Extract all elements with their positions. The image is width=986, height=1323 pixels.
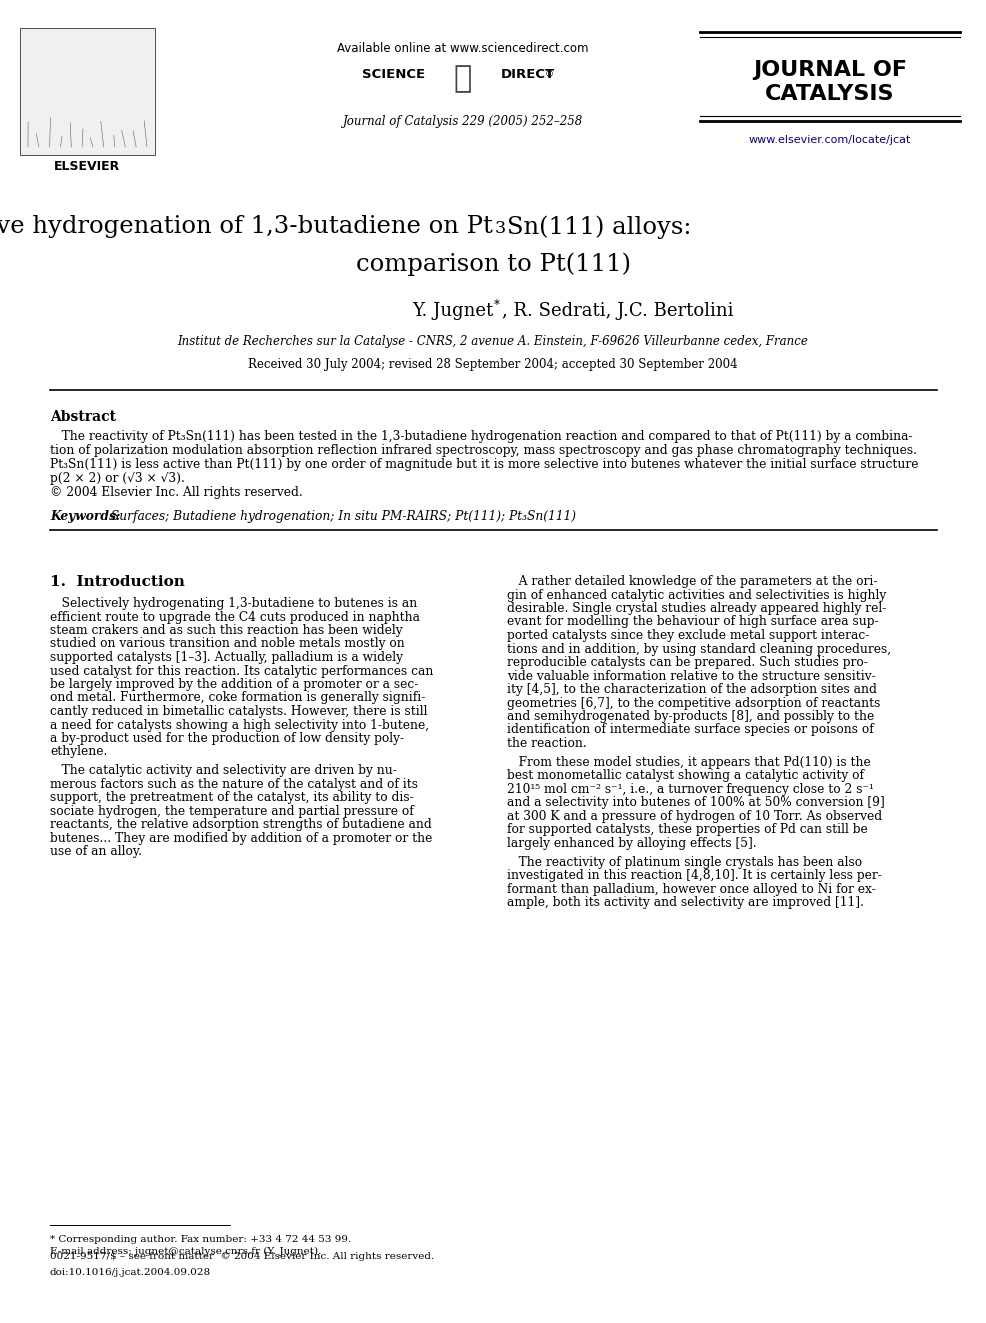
Text: support, the pretreatment of the catalyst, its ability to dis-: support, the pretreatment of the catalys… (50, 791, 413, 804)
Text: Y. Jugnet: Y. Jugnet (411, 302, 492, 320)
Text: and semihydrogenated by-products [8], and possibly to the: and semihydrogenated by-products [8], an… (507, 710, 874, 722)
Text: geometries [6,7], to the competitive adsorption of reactants: geometries [6,7], to the competitive ads… (507, 696, 880, 709)
Text: butenes... They are modified by addition of a promoter or the: butenes... They are modified by addition… (50, 832, 432, 845)
Text: 1.  Introduction: 1. Introduction (50, 576, 184, 589)
Text: sociate hydrogen, the temperature and partial pressure of: sociate hydrogen, the temperature and pa… (50, 804, 413, 818)
Text: ample, both its activity and selectivity are improved [11].: ample, both its activity and selectivity… (507, 896, 863, 909)
Text: doi:10.1016/j.jcat.2004.09.028: doi:10.1016/j.jcat.2004.09.028 (50, 1267, 211, 1277)
Text: Available online at www.sciencedirect.com: Available online at www.sciencedirect.co… (337, 42, 589, 56)
Text: supported catalysts [1–3]. Actually, palladium is a widely: supported catalysts [1–3]. Actually, pal… (50, 651, 402, 664)
Text: identification of intermediate surface species or poisons of: identification of intermediate surface s… (507, 724, 873, 737)
Text: steam crakers and as such this reaction has been widely: steam crakers and as such this reaction … (50, 624, 402, 636)
Text: merous factors such as the nature of the catalyst and of its: merous factors such as the nature of the… (50, 778, 418, 791)
Text: largely enhanced by alloying effects [5].: largely enhanced by alloying effects [5]… (507, 837, 756, 849)
Text: 0021-9517/$ – see front matter  © 2004 Elsevier Inc. All rights reserved.: 0021-9517/$ – see front matter © 2004 El… (50, 1252, 434, 1261)
Text: Selectively hydrogenating 1,3-butadiene to butenes is an: Selectively hydrogenating 1,3-butadiene … (50, 597, 417, 610)
Text: DIRECT: DIRECT (501, 67, 554, 81)
Text: * Corresponding author. Fax number: +33 4 72 44 53 99.: * Corresponding author. Fax number: +33 … (50, 1234, 351, 1244)
Text: Selective hydrogenation of 1,3-butadiene on Pt: Selective hydrogenation of 1,3-butadiene… (0, 216, 492, 238)
Text: Keywords:: Keywords: (50, 509, 120, 523)
Text: used catalyst for this reaction. Its catalytic performances can: used catalyst for this reaction. Its cat… (50, 664, 433, 677)
Text: Sn(111) alloys:: Sn(111) alloys: (507, 216, 691, 238)
Text: and a selectivity into butenes of 100% at 50% conversion [9]: and a selectivity into butenes of 100% a… (507, 796, 883, 810)
Text: Institut de Recherches sur la Catalyse - CNRS, 2 avenue A. Einstein, F-69626 Vil: Institut de Recherches sur la Catalyse -… (177, 335, 808, 348)
Text: best monometallic catalyst showing a catalytic activity of: best monometallic catalyst showing a cat… (507, 770, 863, 782)
Text: ®: ® (544, 70, 553, 79)
Text: tions and in addition, by using standard cleaning procedures,: tions and in addition, by using standard… (507, 643, 890, 655)
Text: JOURNAL OF
CATALYSIS: JOURNAL OF CATALYSIS (752, 60, 906, 105)
Text: use of an alloy.: use of an alloy. (50, 845, 142, 859)
Text: 3: 3 (495, 220, 506, 237)
Text: , R. Sedrati, J.C. Bertolini: , R. Sedrati, J.C. Bertolini (502, 302, 733, 320)
Text: Received 30 July 2004; revised 28 September 2004; accepted 30 September 2004: Received 30 July 2004; revised 28 Septem… (247, 359, 738, 370)
Text: The reactivity of Pt₃Sn(111) has been tested in the 1,3-butadiene hydrogenation : The reactivity of Pt₃Sn(111) has been te… (50, 430, 912, 443)
Text: evant for modelling the behaviour of high surface area sup-: evant for modelling the behaviour of hig… (507, 615, 878, 628)
Text: 210¹⁵ mol cm⁻² s⁻¹, i.e., a turnover frequency close to 2 s⁻¹: 210¹⁵ mol cm⁻² s⁻¹, i.e., a turnover fre… (507, 783, 873, 796)
Text: desirable. Single crystal studies already appeared highly rel-: desirable. Single crystal studies alread… (507, 602, 885, 615)
Text: a by-product used for the production of low density poly-: a by-product used for the production of … (50, 732, 403, 745)
Text: reproducible catalysts can be prepared. Such studies pro-: reproducible catalysts can be prepared. … (507, 656, 867, 669)
Text: the reaction.: the reaction. (507, 737, 586, 750)
Text: ported catalysts since they exclude metal support interac-: ported catalysts since they exclude meta… (507, 628, 869, 642)
Text: gin of enhanced catalytic activities and selectivities is highly: gin of enhanced catalytic activities and… (507, 589, 885, 602)
Text: SCIENCE: SCIENCE (362, 67, 425, 81)
Text: Surfaces; Butadiene hydrogenation; In situ PM-RAIRS; Pt(111); Pt₃Sn(111): Surfaces; Butadiene hydrogenation; In si… (106, 509, 576, 523)
Text: The catalytic activity and selectivity are driven by nu-: The catalytic activity and selectivity a… (50, 765, 396, 778)
Text: Journal of Catalysis 229 (2005) 252–258: Journal of Catalysis 229 (2005) 252–258 (342, 115, 583, 128)
Text: © 2004 Elsevier Inc. All rights reserved.: © 2004 Elsevier Inc. All rights reserved… (50, 486, 303, 499)
Text: ond metal. Furthermore, coke formation is generally signifi-: ond metal. Furthermore, coke formation i… (50, 692, 425, 705)
Text: comparison to Pt(111): comparison to Pt(111) (355, 251, 630, 275)
Text: for supported catalysts, these properties of Pd can still be: for supported catalysts, these propertie… (507, 823, 867, 836)
Text: reactants, the relative adsorption strengths of butadiene and: reactants, the relative adsorption stren… (50, 819, 431, 831)
Text: p(2 × 2) or (√3 × √3).: p(2 × 2) or (√3 × √3). (50, 472, 184, 486)
Bar (20, 28, 155, 155)
Text: formant than palladium, however once alloyed to Ni for ex-: formant than palladium, however once all… (507, 882, 875, 896)
Text: cantly reduced in bimetallic catalysts. However, there is still: cantly reduced in bimetallic catalysts. … (50, 705, 427, 718)
Text: ity [4,5], to the characterization of the adsorption sites and: ity [4,5], to the characterization of th… (507, 683, 876, 696)
Text: www.elsevier.com/locate/jcat: www.elsevier.com/locate/jcat (748, 135, 910, 146)
Text: Abstract: Abstract (50, 410, 116, 423)
Text: tion of polarization modulation absorption reflection infrared spectroscopy, mas: tion of polarization modulation absorpti… (50, 445, 916, 456)
Text: The reactivity of platinum single crystals has been also: The reactivity of platinum single crysta… (507, 856, 861, 869)
Text: From these model studies, it appears that Pd(110) is the: From these model studies, it appears tha… (507, 755, 870, 769)
Text: be largely improved by the addition of a promoter or a sec-: be largely improved by the addition of a… (50, 677, 418, 691)
Text: A rather detailed knowledge of the parameters at the ori-: A rather detailed knowledge of the param… (507, 576, 877, 587)
Text: E-mail address: jugnet@catalyse.cnrs.fr (Y. Jugnet).: E-mail address: jugnet@catalyse.cnrs.fr … (50, 1248, 321, 1256)
Text: efficient route to upgrade the C4 cuts produced in naphtha: efficient route to upgrade the C4 cuts p… (50, 610, 420, 623)
Text: ELSEVIER: ELSEVIER (54, 160, 120, 173)
Text: at 300 K and a pressure of hydrogen of 10 Torr. As observed: at 300 K and a pressure of hydrogen of 1… (507, 810, 881, 823)
Text: ethylene.: ethylene. (50, 745, 107, 758)
Text: investigated in this reaction [4,8,10]. It is certainly less per-: investigated in this reaction [4,8,10]. … (507, 869, 880, 882)
Text: studied on various transition and noble metals mostly on: studied on various transition and noble … (50, 638, 404, 651)
Text: ⓐ: ⓐ (454, 64, 471, 93)
Text: a need for catalysts showing a high selectivity into 1-butene,: a need for catalysts showing a high sele… (50, 718, 429, 732)
Text: Pt₃Sn(111) is less active than Pt(111) by one order of magnitude but it is more : Pt₃Sn(111) is less active than Pt(111) b… (50, 458, 918, 471)
Text: vide valuable information relative to the structure sensitiv-: vide valuable information relative to th… (507, 669, 875, 683)
Text: *: * (494, 299, 500, 312)
